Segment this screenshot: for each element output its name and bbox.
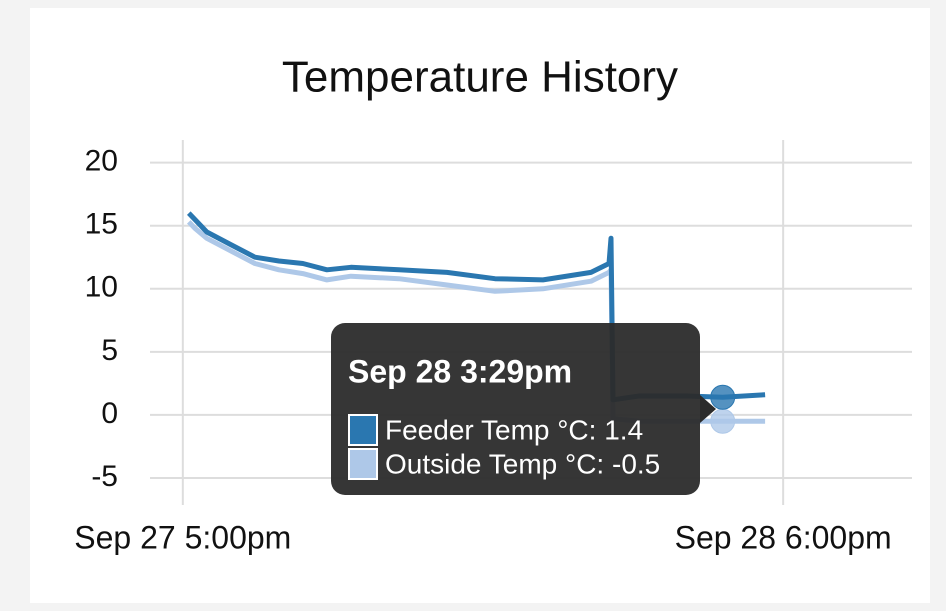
y-tick-label: 15 [85, 208, 118, 241]
tooltip: Sep 28 3:29pm Feeder Temp °C: 1.4Outside … [331, 323, 716, 495]
card [30, 8, 930, 603]
highlight-point [710, 408, 736, 434]
tooltip-caret [700, 395, 716, 423]
y-tick-label: 10 [85, 271, 118, 304]
y-tick-label: 20 [85, 145, 118, 178]
x-tick-label: Sep 27 5:00pm [74, 519, 291, 555]
tooltip-swatch [348, 414, 378, 446]
y-tick-label: 5 [101, 334, 118, 367]
tooltip-item: Outside Temp °C: -0.5 [385, 448, 660, 479]
x-tick-label: Sep 28 6:00pm [675, 519, 892, 555]
tooltip-item: Feeder Temp °C: 1.4 [385, 414, 643, 445]
tooltip-box [331, 323, 700, 495]
y-tick-label: -5 [91, 460, 118, 493]
highlight-point [710, 384, 736, 410]
tooltip-title: Sep 28 3:29pm [348, 353, 572, 389]
tooltip-swatch [348, 448, 378, 480]
y-tick-label: 0 [101, 397, 118, 430]
chart-title: Temperature History [282, 53, 678, 102]
